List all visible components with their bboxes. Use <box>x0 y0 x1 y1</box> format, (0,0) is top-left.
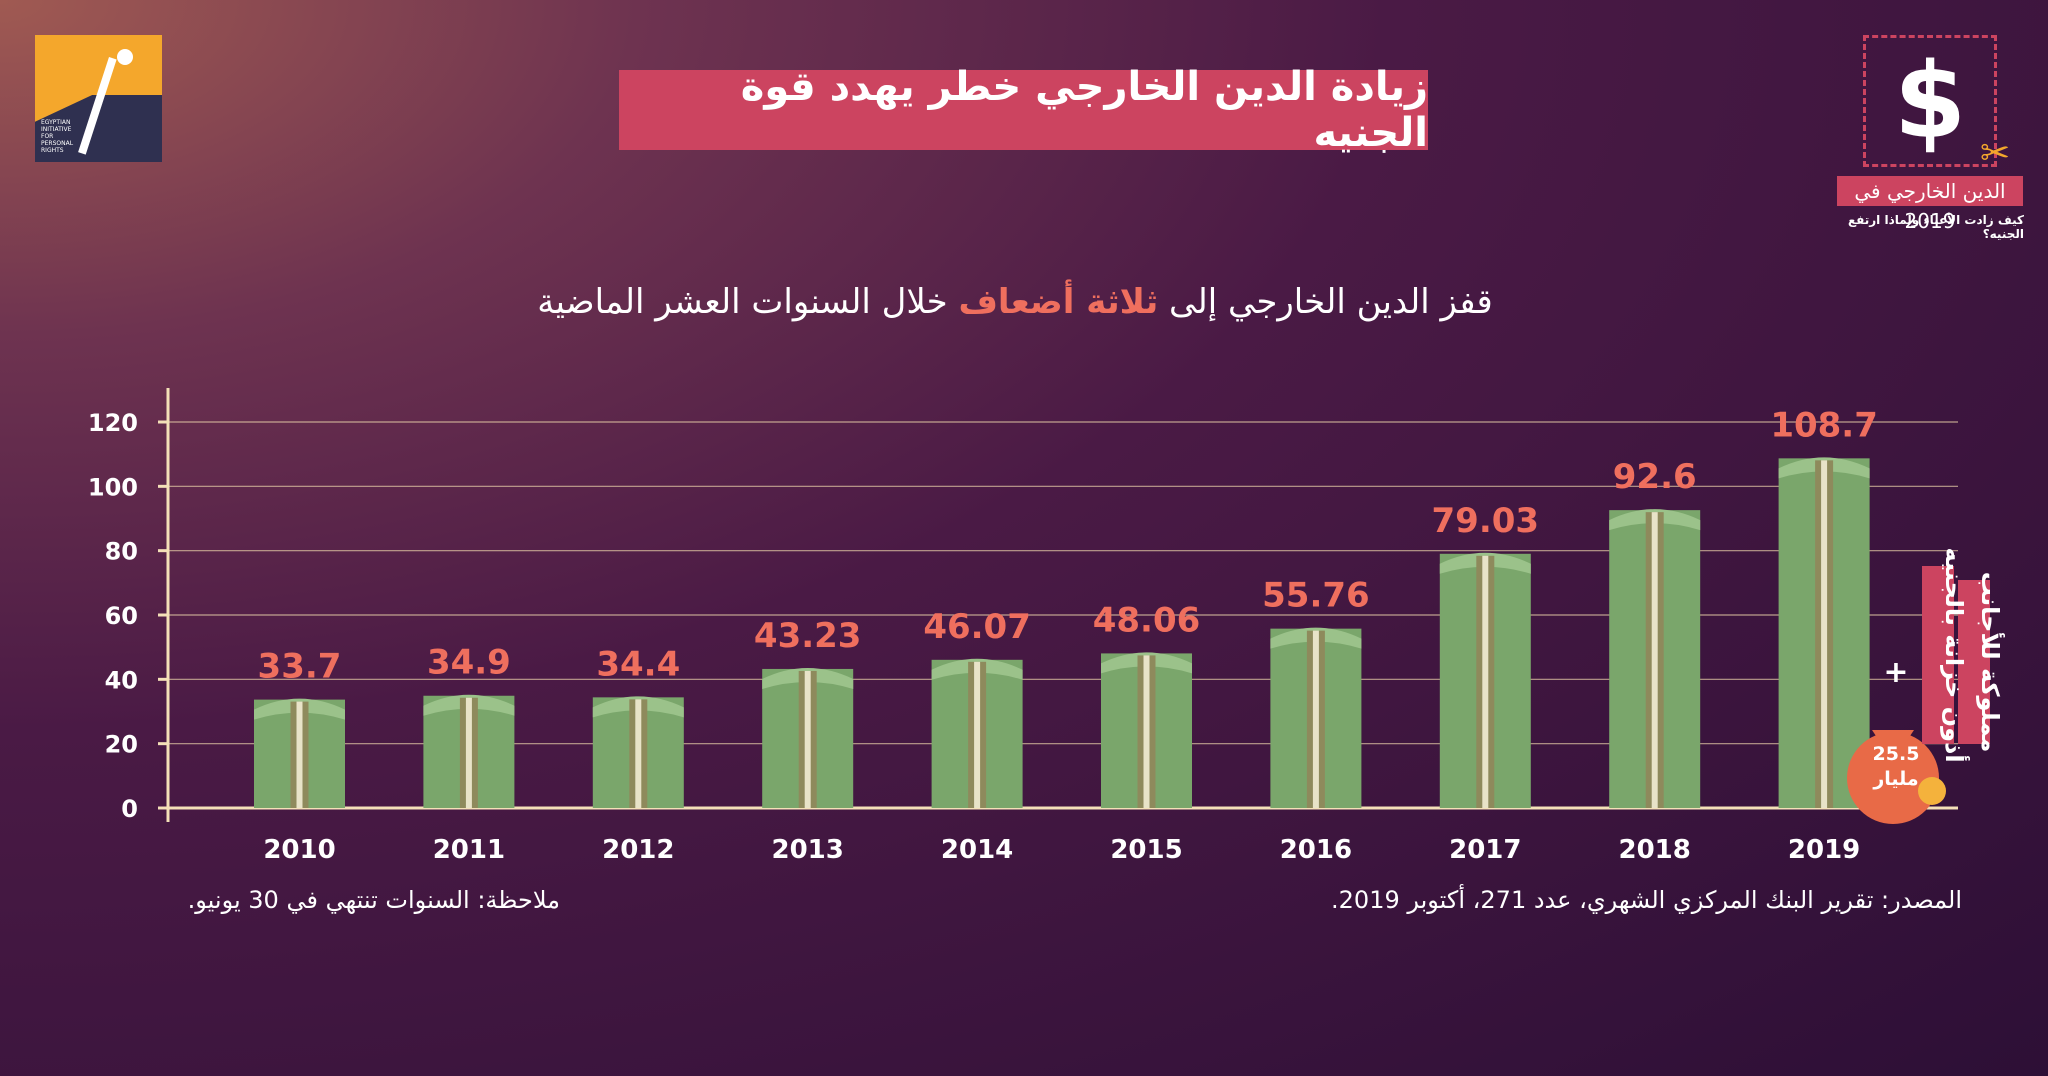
note-source: المصدر: تقرير البنك المركزي الشهري، عدد … <box>1331 886 1962 914</box>
y-tick-label: 80 <box>105 538 138 566</box>
page-title: زيادة الدين الخارجي خطر يهدد قوة الجنيه <box>740 64 1428 156</box>
value-label: 55.76 <box>1262 576 1370 616</box>
chart-subtitle: قفز الدين الخارجي إلى ثلاثة أضعاف خلال ا… <box>380 282 1650 322</box>
value-label: 34.4 <box>596 644 680 684</box>
title-banner: زيادة الدين الخارجي خطر يهدد قوة الجنيه <box>619 64 1428 156</box>
money-bag-neck <box>1872 730 1914 745</box>
x-tick-label: 2010 <box>263 835 335 865</box>
side-label-2: مملوكة للأجانب <box>1976 572 2005 753</box>
x-tick-label: 2015 <box>1110 835 1182 865</box>
bar-band-highlight <box>974 661 981 808</box>
bar-band-highlight <box>1312 630 1319 808</box>
bar-band-highlight <box>1821 460 1828 808</box>
bag-amount: 25.5 <box>1873 743 1920 765</box>
subtitle-before: قفز الدين الخارجي إلى <box>1158 282 1493 322</box>
value-label: 34.9 <box>427 643 511 683</box>
dollar-icon: $ <box>1893 40 1967 162</box>
scissors-icon: ✂ <box>1980 133 2011 174</box>
bar-band-highlight <box>635 699 642 808</box>
bar-band-highlight <box>804 670 811 808</box>
value-label: 48.06 <box>1093 600 1201 640</box>
bar-band-highlight <box>1482 555 1489 808</box>
badge-label: الدين الخارجي في 2019 <box>1837 176 2023 233</box>
bar-band-highlight <box>296 701 303 808</box>
money-bag-icon <box>1847 732 1939 824</box>
value-label: 92.6 <box>1613 457 1697 497</box>
value-label: 43.23 <box>754 616 862 656</box>
bar-band-highlight <box>465 697 472 808</box>
x-tick-label: 2016 <box>1280 835 1352 865</box>
coin-icon <box>1918 777 1946 805</box>
side-label-box-1 <box>1922 566 1954 744</box>
y-tick-label: 100 <box>88 473 138 501</box>
plus-sign: + <box>1883 655 1908 690</box>
side-label-1: أذون خزانة بالجنيه <box>1940 547 1970 762</box>
x-tick-label: 2014 <box>941 835 1013 865</box>
x-tick-label: 2011 <box>433 835 505 865</box>
x-tick-label: 2012 <box>602 835 674 865</box>
bag-unit: مليار <box>1872 768 1918 790</box>
eipr-logo: EGYPTIAN INITIATIVE FOR PERSONAL RIGHTS <box>35 35 162 162</box>
value-label: 33.7 <box>258 647 342 687</box>
bar-band-highlight <box>1651 512 1658 808</box>
x-tick-label: 2013 <box>772 835 844 865</box>
x-tick-label: 2017 <box>1449 835 1521 865</box>
x-tick-label: 2018 <box>1619 835 1691 865</box>
value-label: 79.03 <box>1432 501 1540 541</box>
y-tick-label: 40 <box>105 666 138 694</box>
logo-text: EGYPTIAN INITIATIVE FOR PERSONAL RIGHTS <box>41 119 74 154</box>
y-tick-label: 60 <box>105 602 138 630</box>
y-tick-label: 120 <box>88 409 138 437</box>
side-label-box-2 <box>1958 580 1990 744</box>
bar-band-highlight <box>1143 655 1150 808</box>
x-tick-label: 2019 <box>1788 835 1860 865</box>
badge-subtitle: كيف زادت الأعباء ولماذا ارتفع الجنيه؟ <box>1847 213 2024 241</box>
value-label: 46.07 <box>923 607 1031 647</box>
dollar-badge: $ ✂ <box>1863 35 2010 174</box>
note-years: ملاحظة: السنوات تنتهي في 30 يونيو. <box>187 886 560 914</box>
value-label: 108.7 <box>1770 405 1878 445</box>
subtitle-after: خلال السنوات العشر الماضية <box>537 282 959 322</box>
subtitle-highlight: ثلاثة أضعاف <box>958 282 1159 322</box>
y-tick-label: 20 <box>105 731 138 759</box>
y-tick-label: 0 <box>121 795 138 823</box>
